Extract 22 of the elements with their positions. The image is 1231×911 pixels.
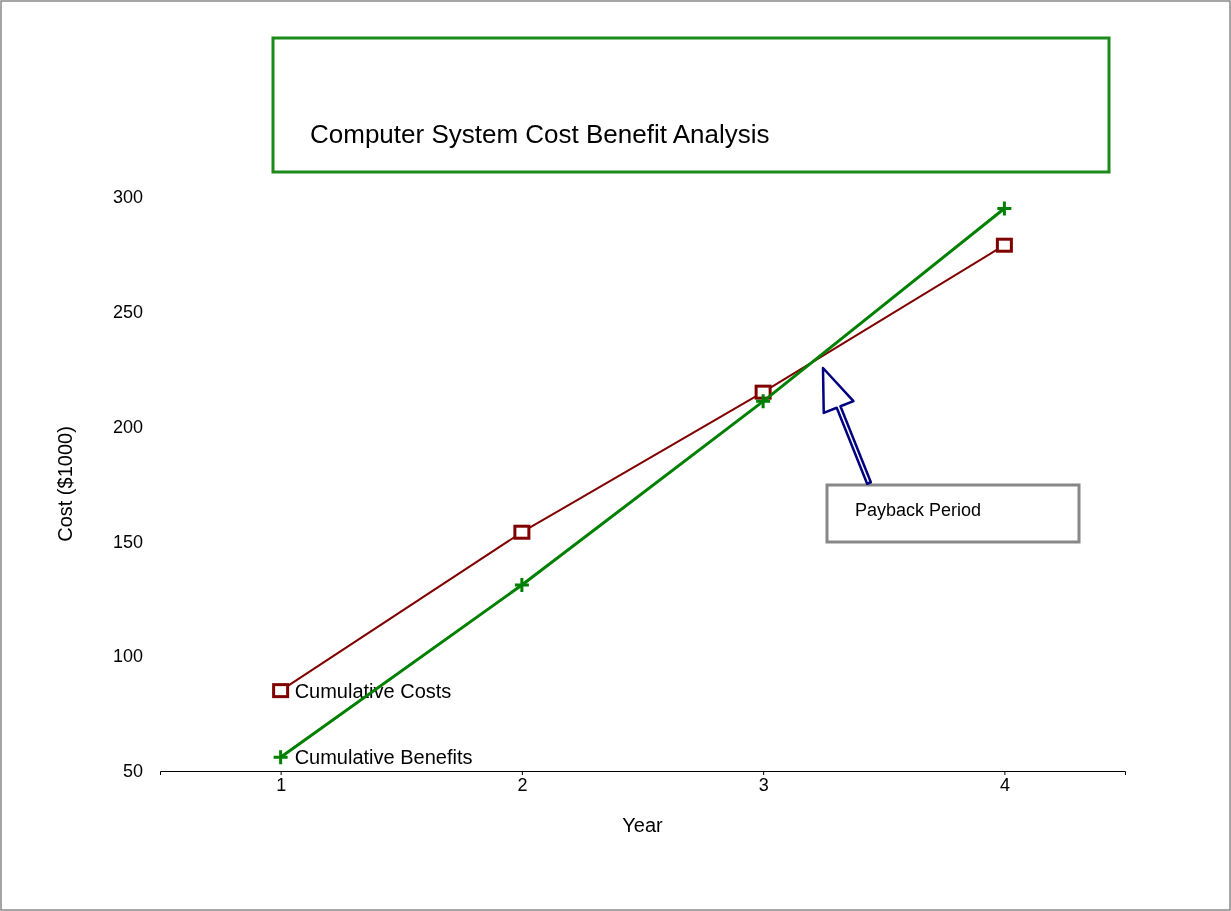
x-tick-label: 1 (276, 774, 287, 795)
y-tick-label: 50 (122, 761, 143, 782)
y-tick-label: 300 (112, 187, 143, 208)
x-tick-label: 3 (758, 774, 769, 795)
point (995, 237, 1013, 253)
series-label: Cumulative Benefits (294, 746, 473, 769)
point (513, 576, 531, 594)
chart-subtitle: Computer System Cost Benefit Analysis (310, 119, 770, 149)
point (995, 199, 1013, 217)
point (272, 748, 290, 766)
y-tick-label: 150 (112, 531, 143, 552)
annotation: Payback Period (855, 500, 982, 520)
y-tick-label: 200 (112, 416, 143, 437)
point (272, 683, 290, 699)
y-tick-label: 100 (112, 646, 143, 667)
x-tick-label: 2 (517, 774, 528, 795)
y-tick-label: 250 (112, 302, 143, 323)
x-tick-label: 4 (999, 774, 1010, 795)
y-axis-title: Cost ($1000) (54, 426, 76, 542)
point (754, 392, 772, 410)
point (513, 524, 531, 540)
x-axis-title: Year (622, 814, 664, 836)
